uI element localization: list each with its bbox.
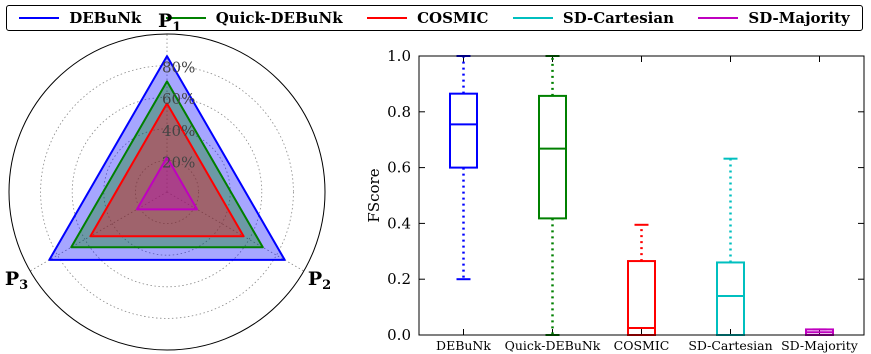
- y-tick-label: 0.6: [387, 159, 411, 177]
- box-iqr: [716, 261, 745, 337]
- radar-axis-letter: P: [308, 268, 322, 290]
- box-sd-cartesian: [716, 157, 745, 337]
- radar-ring-label: 80%: [162, 59, 195, 77]
- legend-item: DEBuNk: [19, 9, 141, 27]
- radar-ring-label: 60%: [162, 90, 195, 108]
- plot-frame: [418, 55, 865, 336]
- chart-legend: DEBuNk Quick-DEBuNk COSMIC SD-Cartesian SD-M…: [6, 5, 863, 31]
- radar-axis-subscript: 2: [322, 278, 331, 293]
- radar-series-quick-debunk: [70, 80, 264, 249]
- x-tick-label: DEBuNk: [436, 338, 491, 353]
- legend-label: COSMIC: [417, 9, 489, 27]
- box-debunk: [449, 55, 478, 281]
- legend-label: SD-Majority: [748, 9, 850, 27]
- legend-swatch: [165, 17, 206, 19]
- x-tick-label: Quick-DEBuNk: [505, 338, 601, 353]
- radar-ring-label: 20%: [162, 153, 195, 171]
- radar-axis-label: P1: [158, 10, 181, 35]
- radar-grid-ring: [134, 159, 199, 224]
- x-tick-label: SD-Cartesian: [688, 338, 772, 353]
- radar-ring-label: 40%: [162, 122, 195, 140]
- legend-swatch: [367, 17, 408, 19]
- box-sd-majority: [805, 328, 834, 337]
- legend-swatch: [19, 17, 60, 19]
- radar-axis-letter: P: [158, 10, 172, 32]
- x-tick-label: COSMIC: [614, 338, 670, 353]
- legend-item: SD-Majority: [698, 9, 850, 27]
- y-tick-label: 0.4: [387, 214, 411, 232]
- radar-grid-ring: [71, 96, 263, 288]
- legend-item: Quick-DEBuNk: [165, 9, 343, 27]
- legend-item: SD-Cartesian: [512, 9, 675, 27]
- y-tick-label: 0.2: [387, 270, 411, 288]
- legend-swatch: [512, 17, 553, 19]
- radar-axis-subscript: 3: [19, 278, 28, 293]
- radar-axis-label: P3: [5, 268, 28, 293]
- box-iqr: [449, 92, 478, 169]
- radar-grid-ring: [40, 65, 294, 319]
- x-tick-label: SD-Majority: [781, 338, 859, 353]
- radar-axis-letter: P: [5, 268, 19, 290]
- y-tick-label: 1.0: [387, 47, 411, 65]
- legend-swatch: [698, 17, 739, 19]
- legend-item: COSMIC: [367, 9, 488, 27]
- legend-label: DEBuNk: [69, 9, 142, 27]
- y-tick-label: 0.8: [387, 103, 411, 121]
- legend-label: Quick-DEBuNk: [215, 9, 343, 27]
- radar-axis-subscript: 1: [172, 20, 181, 35]
- legend-label: SD-Cartesian: [562, 9, 675, 27]
- radar-axis-label: P2: [308, 268, 331, 293]
- y-tick-label: 0.0: [387, 326, 411, 344]
- box-cosmic: [627, 223, 656, 336]
- box-plot-chart: 0.0 0.2 0.4 0.6 0.8 1.0 DEBuNk Quick-DEBuNk COSM…: [365, 47, 865, 353]
- radar-outer-circle: [8, 33, 326, 351]
- y-axis-label: FScore: [365, 168, 383, 222]
- radar-series-cosmic: [89, 102, 245, 238]
- box-iqr: [538, 94, 567, 220]
- radar-series-sd-majority: [135, 156, 199, 211]
- box-quick-debunk: [538, 55, 567, 336]
- box-iqr: [627, 260, 656, 336]
